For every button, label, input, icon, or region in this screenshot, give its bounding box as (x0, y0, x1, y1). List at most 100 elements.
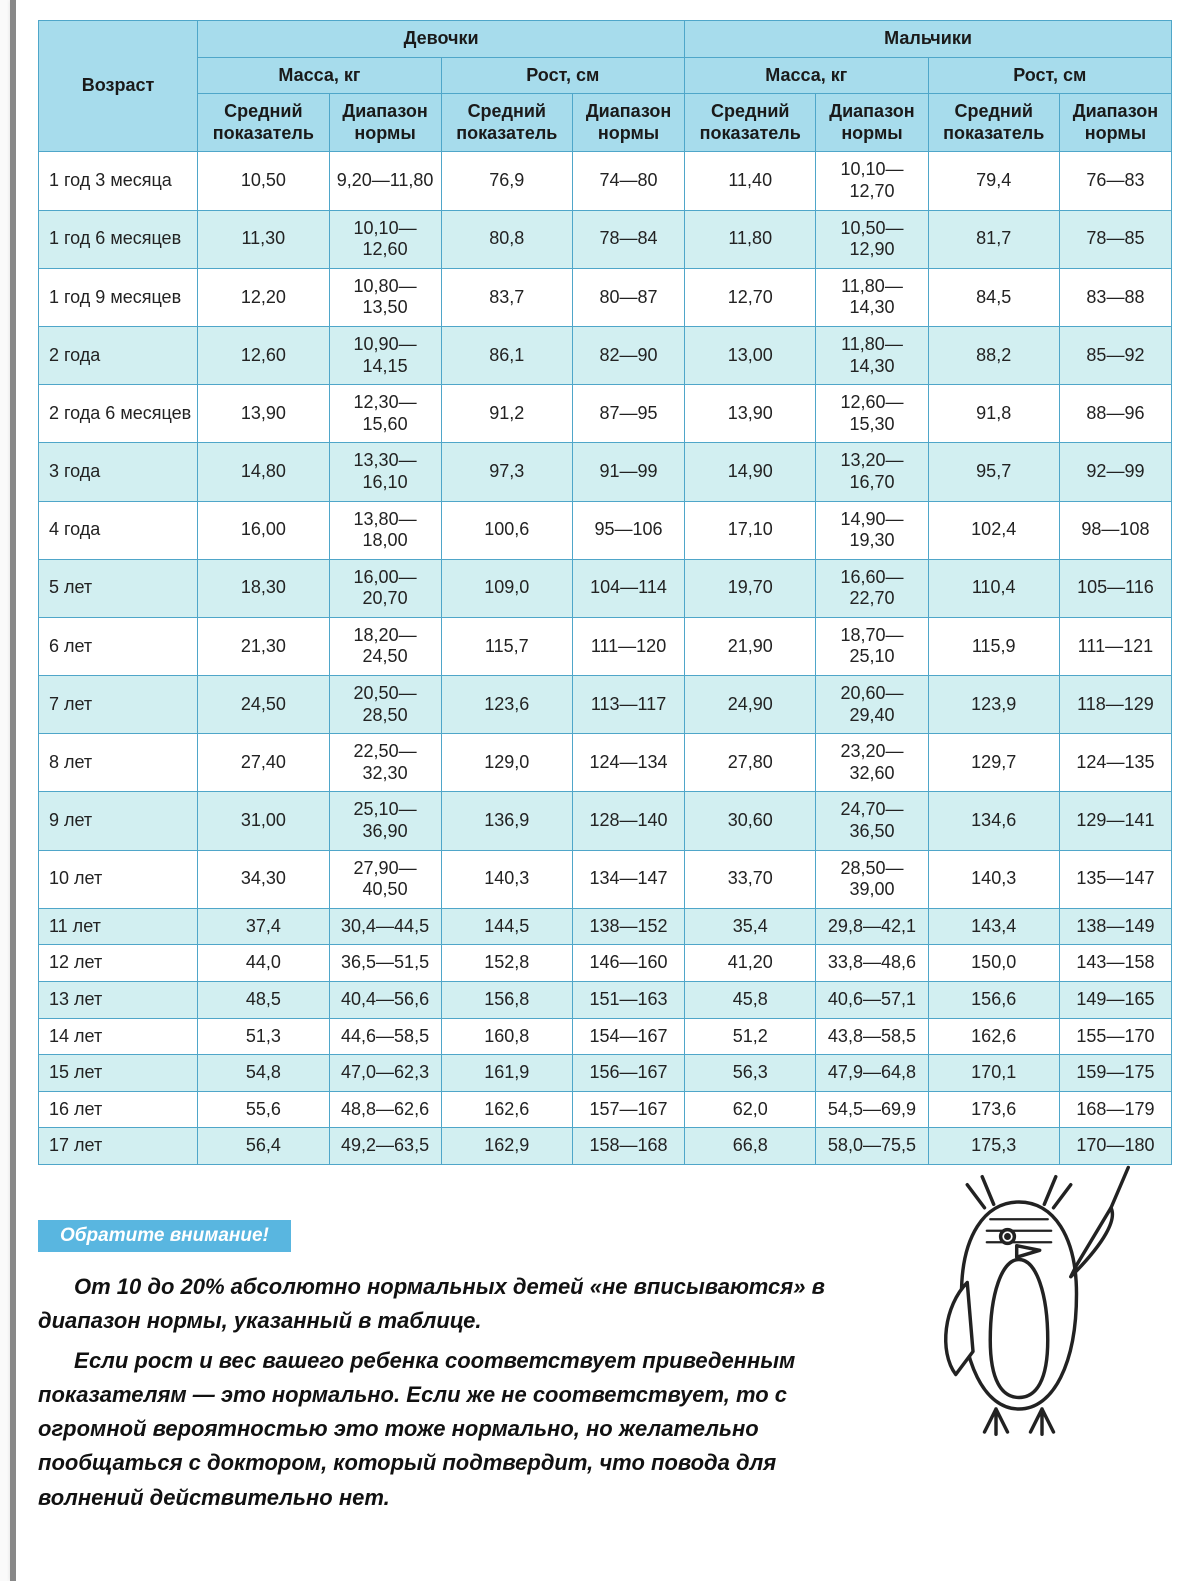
cell-value: 111—120 (572, 617, 684, 675)
cell-value: 83,7 (441, 268, 572, 326)
cell-value: 84,5 (928, 268, 1059, 326)
cell-value: 95,7 (928, 443, 1059, 501)
cell-value: 91,8 (928, 385, 1059, 443)
cell-age: 13 лет (39, 982, 198, 1019)
cell-value: 140,3 (441, 850, 572, 908)
cell-value: 31,00 (198, 792, 329, 850)
penguin-illustration (904, 1156, 1134, 1455)
header-age: Возраст (39, 21, 198, 152)
table-row: 15 лет54,847,0—62,3161,9156—16756,347,9—… (39, 1055, 1172, 1092)
table-row: 2 года12,6010,90—14,1586,182—9013,0011,8… (39, 326, 1172, 384)
cell-value: 54,8 (198, 1055, 329, 1092)
note-section: Обратите внимание! От 10 до 20% абсолютн… (38, 1220, 1172, 1515)
cell-value: 27,90—40,50 (329, 850, 441, 908)
cell-value: 111—121 (1059, 617, 1171, 675)
cell-value: 129—141 (1059, 792, 1171, 850)
cell-value: 10,80—13,50 (329, 268, 441, 326)
cell-value: 134,6 (928, 792, 1059, 850)
table-row: 4 года16,0013,80—18,00100,695—10617,1014… (39, 501, 1172, 559)
cell-value: 110,4 (928, 559, 1059, 617)
table-row: 7 лет24,5020,50—28,50123,6113—11724,9020… (39, 676, 1172, 734)
header-boys: Мальчики (685, 21, 1172, 58)
table-row: 9 лет31,0025,10—36,90136,9128—14030,6024… (39, 792, 1172, 850)
cell-age: 2 года (39, 326, 198, 384)
cell-value: 47,0—62,3 (329, 1055, 441, 1092)
cell-value: 10,10—12,70 (816, 152, 928, 210)
cell-value: 143—158 (1059, 945, 1171, 982)
cell-value: 14,80 (198, 443, 329, 501)
cell-value: 10,50—12,90 (816, 210, 928, 268)
cell-value: 123,6 (441, 676, 572, 734)
cell-value: 78—84 (572, 210, 684, 268)
cell-value: 143,4 (928, 908, 1059, 945)
cell-value: 22,50—32,30 (329, 734, 441, 792)
table-row: 11 лет37,430,4—44,5144,5138—15235,429,8—… (39, 908, 1172, 945)
header-boys-mass: Масса, кг (685, 57, 928, 94)
cell-value: 95—106 (572, 501, 684, 559)
table-row: 1 год 9 месяцев12,2010,80—13,5083,780—87… (39, 268, 1172, 326)
cell-value: 47,9—64,8 (816, 1055, 928, 1092)
cell-value: 54,5—69,9 (816, 1091, 928, 1128)
cell-value: 118—129 (1059, 676, 1171, 734)
cell-value: 129,0 (441, 734, 572, 792)
header-sub-range: Диапазон нормы (816, 94, 928, 152)
cell-value: 30,4—44,5 (329, 908, 441, 945)
cell-value: 124—134 (572, 734, 684, 792)
cell-value: 24,70—36,50 (816, 792, 928, 850)
cell-value: 102,4 (928, 501, 1059, 559)
cell-value: 9,20—11,80 (329, 152, 441, 210)
cell-value: 115,9 (928, 617, 1059, 675)
cell-value: 78—85 (1059, 210, 1171, 268)
cell-age: 1 год 9 месяцев (39, 268, 198, 326)
cell-value: 49,2—63,5 (329, 1128, 441, 1165)
cell-age: 17 лет (39, 1128, 198, 1165)
cell-age: 3 года (39, 443, 198, 501)
cell-value: 40,4—56,6 (329, 982, 441, 1019)
cell-age: 14 лет (39, 1018, 198, 1055)
table-row: 5 лет18,3016,00—20,70109,0104—11419,7016… (39, 559, 1172, 617)
cell-value: 88,2 (928, 326, 1059, 384)
cell-value: 100,6 (441, 501, 572, 559)
cell-value: 24,90 (685, 676, 816, 734)
cell-value: 44,0 (198, 945, 329, 982)
cell-value: 124—135 (1059, 734, 1171, 792)
header-sub-range: Диапазон нормы (1059, 94, 1171, 152)
header-sub-avg: Средний показатель (441, 94, 572, 152)
cell-value: 92—99 (1059, 443, 1171, 501)
header-girls-mass: Масса, кг (198, 57, 441, 94)
cell-value: 12,30—15,60 (329, 385, 441, 443)
cell-age: 7 лет (39, 676, 198, 734)
cell-value: 87—95 (572, 385, 684, 443)
cell-value: 12,20 (198, 268, 329, 326)
cell-value: 158—168 (572, 1128, 684, 1165)
cell-value: 16,60—22,70 (816, 559, 928, 617)
cell-value: 34,30 (198, 850, 329, 908)
cell-value: 13,20—16,70 (816, 443, 928, 501)
cell-value: 11,30 (198, 210, 329, 268)
cell-age: 15 лет (39, 1055, 198, 1092)
header-sub-avg: Средний показатель (198, 94, 329, 152)
cell-age: 1 год 6 месяцев (39, 210, 198, 268)
cell-value: 21,90 (685, 617, 816, 675)
header-sub-range: Диапазон нормы (572, 94, 684, 152)
cell-value: 123,9 (928, 676, 1059, 734)
cell-value: 91—99 (572, 443, 684, 501)
table-row: 12 лет44,036,5—51,5152,8146—16041,2033,8… (39, 945, 1172, 982)
header-sub-range: Диапазон нормы (329, 94, 441, 152)
table-row: 16 лет55,648,8—62,6162,6157—16762,054,5—… (39, 1091, 1172, 1128)
header-sub-avg: Средний показатель (685, 94, 816, 152)
cell-value: 37,4 (198, 908, 329, 945)
cell-value: 13,90 (198, 385, 329, 443)
cell-value: 13,90 (685, 385, 816, 443)
cell-age: 6 лет (39, 617, 198, 675)
cell-value: 12,60 (198, 326, 329, 384)
cell-value: 113—117 (572, 676, 684, 734)
cell-value: 115,7 (441, 617, 572, 675)
cell-value: 10,10—12,60 (329, 210, 441, 268)
table-row: 14 лет51,344,6—58,5160,8154—16751,243,8—… (39, 1018, 1172, 1055)
cell-age: 11 лет (39, 908, 198, 945)
cell-value: 154—167 (572, 1018, 684, 1055)
note-paragraph-2: Если рост и вес вашего ребенка соответст… (38, 1344, 838, 1514)
cell-value: 159—175 (1059, 1055, 1171, 1092)
cell-value: 150,0 (928, 945, 1059, 982)
